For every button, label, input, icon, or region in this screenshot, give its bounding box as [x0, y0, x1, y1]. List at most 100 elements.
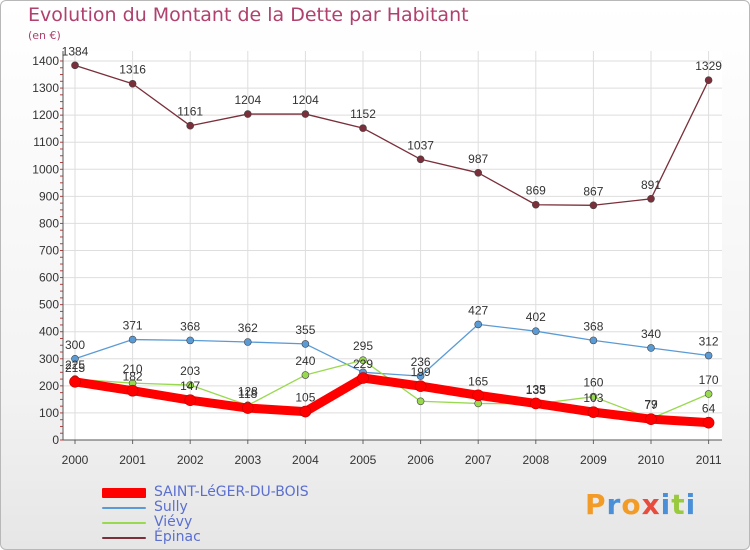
data-label: 118	[238, 387, 257, 401]
data-label: 869	[526, 184, 546, 198]
data-label: 105	[295, 391, 315, 405]
y-tick-label: 300	[39, 352, 59, 366]
y-tick-label: 1000	[32, 162, 59, 176]
series-point-2	[359, 356, 367, 364]
data-label: 147	[180, 379, 200, 393]
x-tick-label: 2002	[177, 453, 204, 467]
proxiti-logo: Proxiti	[585, 488, 696, 521]
data-label: 987	[468, 152, 488, 166]
data-label: 371	[123, 319, 143, 333]
data-label: 79	[644, 398, 658, 412]
series-point-0	[587, 406, 600, 418]
logo-letter: x	[641, 488, 661, 521]
series-point-1	[647, 344, 655, 352]
logo-letter: o	[621, 488, 642, 521]
series-point-2	[301, 371, 310, 379]
series-point-1	[474, 320, 483, 329]
data-label: 355	[295, 323, 315, 337]
series-point-1	[531, 327, 540, 335]
x-tick-label: 2006	[407, 453, 434, 467]
y-tick-label: 200	[39, 379, 59, 393]
legend-swatch	[102, 537, 146, 539]
series-point-3	[416, 155, 425, 164]
logo-letter: i	[685, 488, 697, 521]
x-tick-label: 2010	[638, 453, 665, 467]
y-tick-label: 700	[39, 244, 59, 258]
series-point-2	[704, 390, 713, 398]
legend-label: Viévy	[154, 514, 193, 530]
series-line-3	[74, 64, 710, 206]
data-label: 1152	[350, 107, 376, 121]
y-tick-label: 400	[39, 325, 59, 339]
x-tick-label: 2008	[522, 453, 549, 467]
data-label: 427	[468, 303, 488, 317]
data-label: 362	[238, 321, 258, 335]
series-point-0	[184, 394, 196, 407]
x-tick-label: 2007	[465, 453, 492, 467]
series-point-0	[299, 405, 312, 418]
data-label: 1037	[407, 138, 434, 152]
data-label: 182	[123, 370, 143, 384]
series-point-1	[186, 336, 194, 345]
y-tick-label: 500	[39, 298, 59, 312]
y-tick-label: 1100	[33, 135, 59, 149]
series-point-0	[702, 416, 715, 429]
data-label: 867	[583, 184, 603, 198]
series-point-3	[589, 201, 598, 210]
data-label: 340	[641, 327, 661, 341]
x-tick-label: 2000	[62, 453, 89, 467]
series-point-1	[244, 338, 252, 346]
series-point-0	[69, 375, 81, 388]
legend-label: Sully	[154, 499, 188, 515]
data-label: 368	[180, 319, 200, 333]
plot-area	[63, 51, 722, 440]
data-label: 300	[65, 338, 85, 352]
series-point-1	[301, 340, 310, 348]
data-label: 1329	[695, 59, 722, 73]
logo-letter: P	[585, 488, 607, 521]
series-point-1	[704, 351, 713, 360]
data-label: 1204	[292, 93, 319, 107]
series-point-3	[244, 110, 252, 118]
data-label: 312	[699, 335, 719, 349]
series-point-3	[186, 121, 194, 130]
x-tick-label: 2003	[234, 453, 261, 467]
series-point-3	[301, 110, 310, 118]
series-point-1	[416, 372, 425, 380]
y-tick-label: 100	[39, 406, 59, 420]
series-point-0	[472, 389, 485, 402]
series-point-0	[529, 397, 542, 410]
data-label: 103	[583, 391, 603, 405]
data-label: 170	[699, 373, 719, 387]
data-label: 402	[526, 310, 546, 324]
series-point-3	[474, 169, 483, 177]
x-tick-label: 2005	[350, 453, 377, 467]
data-label: 160	[583, 376, 603, 390]
legend-label: SAINT-LéGER-DU-BOIS	[154, 484, 309, 500]
series-point-3	[128, 79, 137, 88]
data-label: 1316	[119, 63, 146, 77]
legend-label: Épinac	[154, 529, 201, 545]
logo-letter: r	[606, 488, 622, 521]
series-point-2	[416, 397, 425, 406]
data-label: 1161	[177, 105, 203, 119]
series-point-3	[359, 124, 367, 132]
data-label: 210	[123, 362, 143, 376]
data-label: 1204	[234, 93, 261, 107]
series-point-1	[128, 335, 137, 344]
y-tick-label: 900	[39, 189, 59, 203]
y-tick-label: 600	[39, 271, 59, 285]
series-line-0	[70, 373, 714, 428]
y-unit-label: (en €)	[28, 29, 61, 42]
data-label: 77	[644, 398, 658, 412]
x-tick-label: 2009	[580, 453, 607, 467]
data-label: 165	[468, 374, 488, 388]
x-tick-label: 2004	[292, 453, 319, 467]
logo-letter: t	[671, 488, 686, 521]
logo-letter: i	[660, 488, 672, 521]
legend-swatch	[102, 488, 146, 498]
series-point-3	[647, 194, 655, 203]
series-point-2	[186, 381, 194, 389]
legend-swatch	[102, 507, 146, 509]
chart-title: Evolution du Montant de la Dette par Hab…	[28, 4, 469, 26]
